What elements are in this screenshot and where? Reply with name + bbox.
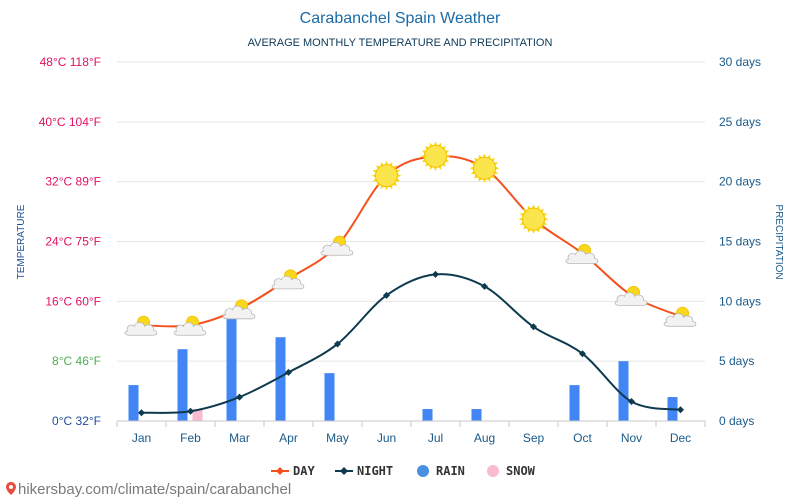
partly-cloudy-icon	[271, 269, 305, 290]
rain-bar	[275, 337, 286, 421]
x-tick-label: Dec	[670, 431, 691, 445]
x-tick-label: Jun	[377, 431, 396, 445]
legend-marker	[487, 465, 499, 477]
legend-item-rain: RAIN	[417, 464, 465, 478]
right-tick-label: 30 days	[719, 55, 761, 69]
left-tick-label: 8°C 46°F	[52, 354, 101, 368]
right-tick-label: 0 days	[719, 414, 754, 428]
x-tick-label: Apr	[279, 431, 298, 445]
left-tick-label: 0°C 32°F	[52, 414, 101, 428]
night-point	[236, 393, 243, 401]
x-tick-label: Aug	[474, 431, 495, 445]
x-tick-label: May	[326, 431, 349, 445]
x-tick-label: Mar	[229, 431, 250, 445]
night-point	[481, 282, 488, 290]
left-axis-label: TEMPERATURE	[16, 204, 27, 279]
night-point	[628, 398, 635, 406]
source-link[interactable]: hikersbay.com/climate/spain/carabanchel	[18, 481, 291, 498]
partly-cloudy-icon	[565, 243, 599, 264]
rain-bar	[128, 385, 139, 421]
right-tick-label: 25 days	[719, 115, 761, 129]
rain-bar	[471, 409, 482, 421]
legend-marker	[417, 465, 429, 477]
legend-label: RAIN	[436, 464, 465, 478]
night-point	[530, 323, 537, 331]
legend-marker	[276, 467, 284, 475]
night-point	[383, 291, 390, 299]
footer: hikersbay.com/climate/spain/carabanchel	[6, 481, 291, 498]
map-pin-icon	[6, 482, 16, 495]
rain-bar	[177, 349, 188, 421]
right-tick-label: 15 days	[719, 235, 761, 249]
night-point	[138, 409, 145, 417]
legend-marker	[340, 467, 348, 475]
sun-icon	[469, 153, 500, 184]
night-point	[579, 350, 586, 358]
x-tick-label: Sep	[523, 431, 545, 445]
rain-bar	[226, 313, 237, 421]
snow-bar	[192, 409, 203, 421]
chart-title: Carabanchel Spain Weather	[300, 10, 501, 27]
partly-cloudy-icon	[663, 306, 697, 327]
legend-label: NIGHT	[357, 464, 393, 478]
legend-item-night: NIGHT	[335, 464, 393, 478]
night-point	[334, 340, 341, 348]
right-tick-label: 20 days	[719, 175, 761, 189]
left-tick-label: 16°C 60°F	[45, 294, 101, 308]
x-tick-label: Jul	[428, 431, 443, 445]
rain-bar	[618, 361, 629, 421]
partly-cloudy-icon	[614, 285, 648, 306]
left-tick-label: 48°C 118°F	[40, 55, 101, 69]
x-tick-label: Oct	[573, 431, 592, 445]
sun-icon	[371, 160, 402, 191]
night-point	[432, 270, 439, 278]
legend-item-snow: SNOW	[487, 464, 536, 478]
right-axis-label: PRECIPITATION	[773, 204, 784, 279]
legend-label: DAY	[293, 464, 315, 478]
rain-bar	[569, 385, 580, 421]
rain-bar	[422, 409, 433, 421]
left-tick-label: 40°C 104°F	[39, 115, 101, 129]
legend-label: SNOW	[506, 464, 536, 478]
sun-icon	[420, 141, 451, 172]
right-tick-label: 5 days	[719, 354, 754, 368]
rain-bar	[324, 373, 335, 421]
left-tick-label: 24°C 75°F	[45, 235, 101, 249]
x-tick-label: Jan	[132, 431, 151, 445]
sun-icon	[518, 204, 549, 234]
night-point	[187, 407, 194, 415]
partly-cloudy-icon	[124, 315, 158, 336]
night-line	[141, 273, 681, 414]
partly-cloudy-icon	[222, 299, 256, 320]
night-point	[677, 406, 684, 414]
x-tick-label: Feb	[180, 431, 201, 445]
left-tick-label: 32°C 89°F	[45, 175, 101, 189]
chart-subtitle: AVERAGE MONTHLY TEMPERATURE AND PRECIPIT…	[248, 37, 553, 49]
legend-item-day: DAY	[271, 464, 315, 478]
partly-cloudy-icon	[173, 315, 207, 336]
x-tick-label: Nov	[621, 431, 642, 445]
right-tick-label: 10 days	[719, 294, 761, 308]
night-point	[285, 368, 292, 376]
partly-cloudy-icon	[320, 235, 354, 256]
